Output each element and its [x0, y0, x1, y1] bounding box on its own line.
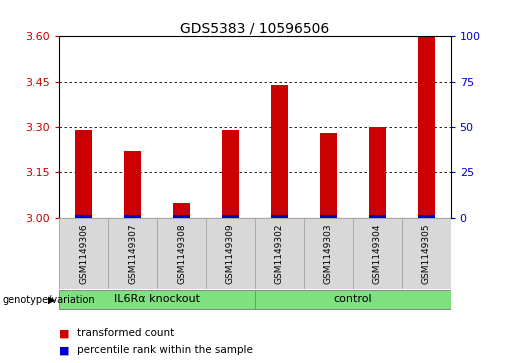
FancyBboxPatch shape [206, 218, 255, 289]
Text: ■: ■ [59, 345, 70, 355]
Bar [320, 133, 337, 218]
Bar [271, 85, 288, 218]
Bar [418, 215, 435, 218]
FancyBboxPatch shape [108, 218, 157, 289]
Text: transformed count: transformed count [77, 328, 175, 338]
Text: GSM1149308: GSM1149308 [177, 224, 186, 284]
Bar [75, 215, 92, 218]
Bar [124, 151, 141, 218]
Bar [418, 36, 435, 218]
Text: genotype/variation: genotype/variation [3, 295, 95, 305]
Bar [173, 203, 190, 218]
Text: GSM1149304: GSM1149304 [373, 224, 382, 284]
Bar [369, 127, 386, 218]
FancyBboxPatch shape [402, 218, 451, 289]
Bar [320, 215, 337, 218]
FancyBboxPatch shape [304, 218, 353, 289]
Bar [124, 215, 141, 218]
Bar [173, 215, 190, 218]
Bar [271, 215, 288, 218]
Text: percentile rank within the sample: percentile rank within the sample [77, 345, 253, 355]
Text: GSM1149303: GSM1149303 [324, 224, 333, 284]
Bar [369, 215, 386, 218]
FancyBboxPatch shape [59, 290, 255, 309]
Text: ■: ■ [59, 328, 70, 338]
Text: GSM1149305: GSM1149305 [422, 224, 431, 284]
FancyBboxPatch shape [59, 218, 108, 289]
Bar [222, 130, 239, 218]
FancyBboxPatch shape [157, 218, 206, 289]
Text: GSM1149302: GSM1149302 [275, 224, 284, 284]
Text: GSM1149309: GSM1149309 [226, 224, 235, 284]
FancyBboxPatch shape [353, 218, 402, 289]
FancyBboxPatch shape [255, 218, 304, 289]
FancyBboxPatch shape [255, 290, 451, 309]
Text: GSM1149306: GSM1149306 [79, 224, 88, 284]
Title: GDS5383 / 10596506: GDS5383 / 10596506 [180, 21, 330, 35]
Bar [75, 130, 92, 218]
Text: ▶: ▶ [48, 295, 56, 305]
Text: control: control [334, 294, 372, 304]
Text: IL6Rα knockout: IL6Rα knockout [114, 294, 200, 304]
Bar [222, 215, 239, 218]
Text: GSM1149307: GSM1149307 [128, 224, 137, 284]
